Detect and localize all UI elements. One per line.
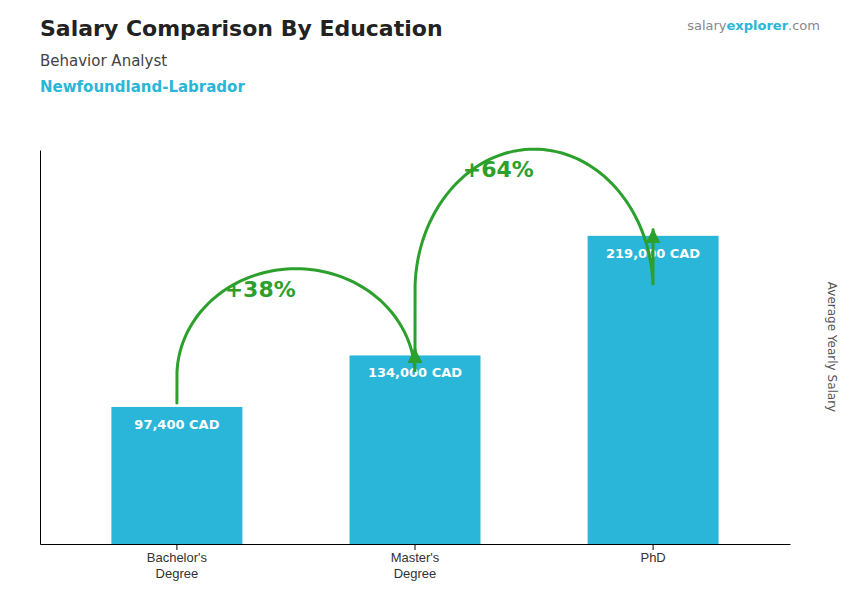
x-tick-mark [653,544,654,550]
x-tick-label-line: PhD [640,550,665,565]
arrow-label: +38% [225,277,296,302]
title: Salary Comparison By Education [40,16,443,41]
watermark-part: explorer [727,18,789,33]
x-tick-label: Master'sDegree [391,550,440,581]
x-tick-label: Bachelor'sDegree [147,550,208,581]
chart: Salary Comparison By Education Behavior A… [0,0,850,606]
x-tick-mark [176,544,177,550]
watermark: salaryexplorer.com [687,18,820,33]
x-tick: Bachelor'sDegree [147,544,208,581]
plot: Bachelor'sDegreeMaster'sDegreePhD97,400 … [41,149,791,581]
y-axis-label: Average Yearly Salary [825,282,839,412]
y-axis [40,151,41,545]
x-tick-label: PhD [640,550,665,565]
arrow-label: +64% [463,157,534,182]
arrow-arc [177,269,415,403]
data-label: 97,400 CAD [134,417,219,432]
watermark-part: .com [788,18,820,33]
bar [111,407,242,544]
x-axis: Bachelor'sDegreeMaster'sDegreePhD [41,544,791,581]
x-tick-label-line: Degree [394,566,437,581]
watermark-part: salary [687,18,727,33]
x-tick-label-line: Master's [391,550,440,565]
x-tick: Master'sDegree [391,544,440,581]
subtitle: Newfoundland-Labrador [40,78,245,96]
x-tick-mark [415,544,416,550]
x-tick: PhD [640,544,665,565]
y-axis-line [40,151,41,545]
subtitle: Behavior Analyst [40,52,167,70]
arrow-arc [415,149,653,351]
x-tick-label-line: Bachelor's [147,550,208,565]
bar [350,355,481,544]
x-tick-label-line: Degree [156,566,199,581]
